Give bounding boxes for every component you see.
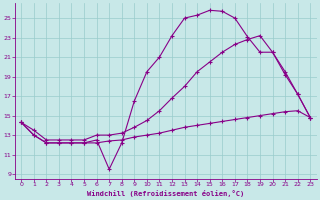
X-axis label: Windchill (Refroidissement éolien,°C): Windchill (Refroidissement éolien,°C) bbox=[87, 190, 244, 197]
